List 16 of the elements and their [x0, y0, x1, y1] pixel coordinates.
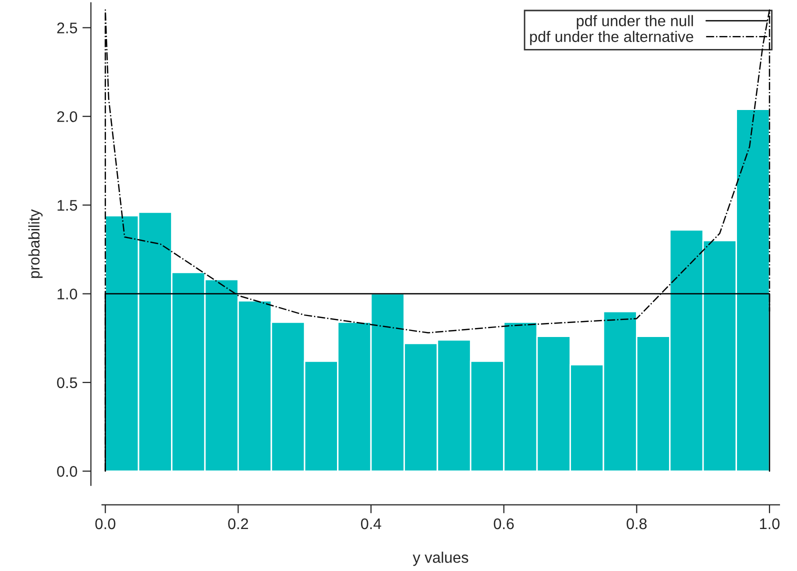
legend-label: pdf under the null: [576, 15, 693, 30]
y-tick-label: 2.5: [57, 22, 78, 34]
x-tick-label: 0.0: [95, 518, 116, 530]
x-axis-title: y values: [412, 552, 468, 566]
y-tick-label: 2.0: [57, 111, 78, 122]
y-tick-label: 1.5: [58, 200, 78, 211]
x-tick-label: 0.4: [360, 518, 382, 530]
x-tick-label: 0.8: [626, 518, 647, 530]
y-axis-title: probability: [28, 209, 43, 278]
x-tick-label: 0.6: [494, 518, 514, 530]
x-tick-label: 0.2: [228, 518, 248, 530]
legend-label: pdf under the alternative: [530, 30, 694, 46]
x-tick-label: 1.0: [760, 518, 780, 530]
y-tick-label: 1.0: [58, 288, 78, 300]
y-tick-label: 0.0: [57, 466, 78, 477]
y-tick-label: 0.5: [57, 377, 78, 388]
